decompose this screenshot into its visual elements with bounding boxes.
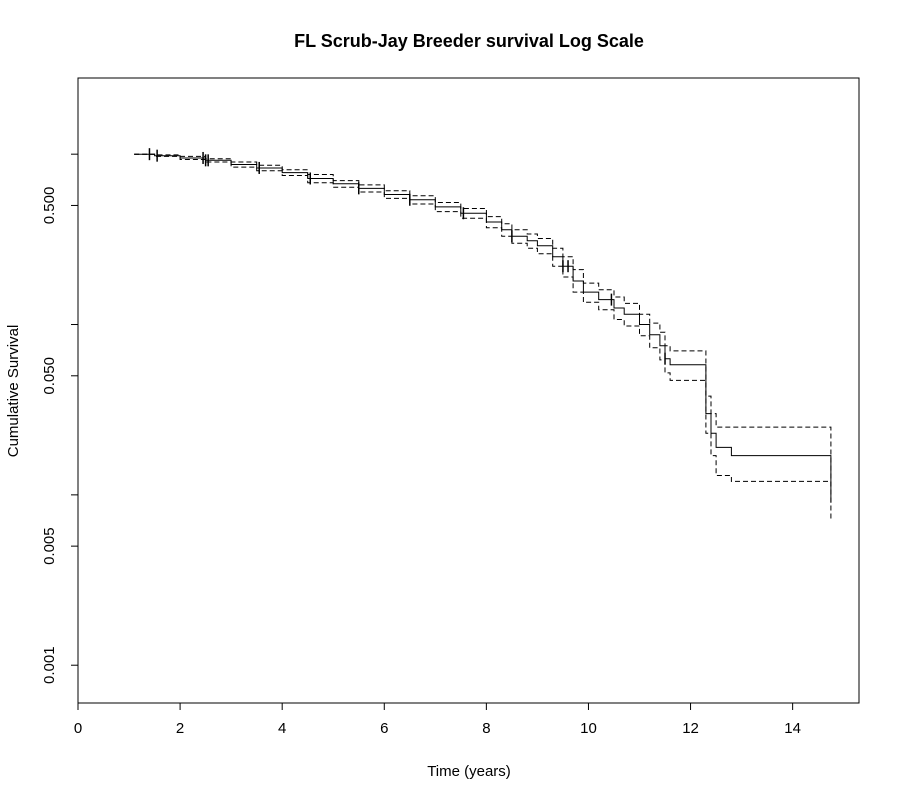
- censor-marks: [148, 148, 666, 365]
- x-tick-label: 6: [380, 720, 388, 737]
- x-tick-label: 14: [784, 720, 801, 737]
- y-tick-label: 0.005: [41, 527, 58, 565]
- survival-curve: [134, 153, 832, 503]
- plot-frame: [77, 77, 860, 704]
- x-tick-label: 12: [682, 720, 699, 737]
- x-tick-label: 8: [482, 720, 490, 737]
- x-tick-label: 10: [580, 720, 597, 737]
- y-tick-label: 0.500: [41, 187, 58, 225]
- y-tick-label: 0.001: [41, 646, 58, 684]
- x-tick-label: 2: [176, 720, 184, 737]
- x-tick-label: 4: [278, 720, 286, 737]
- y-axis: 0.001 0.005 0.050 0.500: [41, 153, 79, 684]
- upper-confidence-band: [134, 153, 832, 488]
- lower-confidence-band: [134, 153, 832, 522]
- y-tick-label: 0.050: [41, 357, 58, 395]
- x-tick-label: 0: [74, 720, 82, 737]
- x-axis: 0 2 4 6 8 10 12 14: [74, 702, 801, 737]
- x-axis-label: Time (years): [427, 763, 511, 780]
- y-axis-label: Cumulative Survival: [5, 325, 22, 458]
- series-layer: [134, 153, 832, 522]
- chart-title: FL Scrub-Jay Breeder survival Log Scale: [294, 31, 644, 51]
